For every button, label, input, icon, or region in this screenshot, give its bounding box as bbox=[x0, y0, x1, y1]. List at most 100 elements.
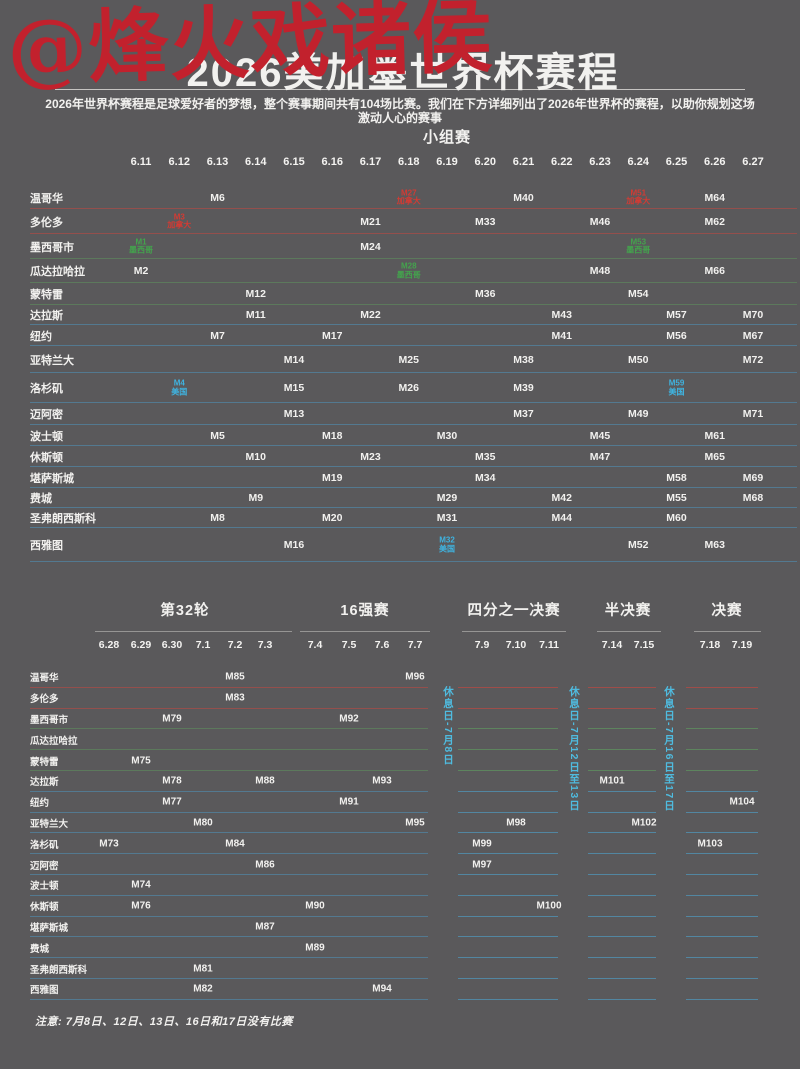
match-label: M82 bbox=[193, 983, 213, 995]
row-separator-line bbox=[30, 527, 797, 528]
host-country-tag: 美国 bbox=[668, 387, 685, 396]
match-label: M36 bbox=[475, 288, 496, 300]
city-label: 迈阿密 bbox=[30, 409, 63, 421]
subtitle: 2026年世界杯赛程是足球爱好者的梦想，整个赛事期间共有104场比赛。我们在下方… bbox=[45, 97, 755, 125]
match-label: M69 bbox=[742, 471, 764, 484]
match-label: M75 bbox=[131, 755, 151, 767]
round-row-line bbox=[458, 936, 558, 938]
knockout-row: 多伦多 M83 bbox=[0, 688, 800, 709]
city-label: 费城 bbox=[30, 493, 52, 505]
row-separator-line bbox=[30, 915, 428, 917]
row-separator-line bbox=[30, 707, 428, 709]
row-separator-line bbox=[30, 853, 428, 855]
knockout-date-label: 7.18 bbox=[699, 639, 721, 651]
round-row-line bbox=[458, 811, 558, 813]
knockout-date-label: 7.6 bbox=[374, 639, 390, 651]
match-label: M13 bbox=[283, 408, 305, 420]
row-separator-line bbox=[30, 345, 797, 346]
group-row: 多伦多 M3 加拿大 M21 M33 M46 M62 bbox=[0, 209, 800, 234]
city-label: 圣弗朗西斯科 bbox=[30, 513, 96, 525]
group-date-label: 6.11 bbox=[130, 156, 152, 168]
round-row-line bbox=[458, 686, 558, 688]
match-label: M79 bbox=[162, 713, 182, 725]
match-label: M88 bbox=[255, 775, 275, 787]
knockout-row: 达拉斯 M78 M88 M93 M101 bbox=[0, 771, 800, 792]
match-label: M72 bbox=[742, 353, 764, 366]
row-separator-line bbox=[30, 873, 428, 875]
group-row: 墨西哥市 M1 墨西哥 M24 M53 墨西哥 bbox=[0, 234, 800, 259]
group-row: 西雅图 M16 M32 美国 M52 M63 bbox=[0, 528, 800, 562]
round-row-line bbox=[686, 728, 758, 730]
group-row: 亚特兰大 M14 M25 M38 M50 M72 bbox=[0, 346, 800, 373]
group-row: 达拉斯 M11 M22 M43 M57 M70 bbox=[0, 305, 800, 325]
city-label: 休斯顿 bbox=[30, 902, 59, 914]
group-date-label: 6.15 bbox=[283, 156, 305, 168]
row-separator-line bbox=[30, 445, 797, 446]
match-label-host: M27 加拿大 bbox=[397, 188, 421, 206]
section-underline bbox=[300, 631, 430, 632]
match-label: M43 bbox=[551, 309, 572, 321]
round-row-line bbox=[686, 873, 758, 875]
group-date-label: 6.12 bbox=[168, 156, 190, 168]
match-label: M102 bbox=[631, 817, 657, 829]
match-label: M49 bbox=[628, 408, 649, 420]
group-date-label: 6.24 bbox=[627, 156, 649, 168]
round-row-line bbox=[458, 707, 558, 709]
match-label: M9 bbox=[248, 492, 264, 504]
row-separator-line bbox=[30, 749, 428, 751]
match-label-host: M28 墨西哥 bbox=[397, 262, 421, 280]
city-label: 费城 bbox=[30, 943, 50, 955]
match-label: M80 bbox=[193, 817, 213, 829]
match-label: M10 bbox=[245, 450, 266, 463]
match-label: M2 bbox=[133, 265, 149, 277]
match-label: M62 bbox=[704, 215, 725, 228]
match-label: M61 bbox=[704, 429, 725, 442]
match-number: M3 bbox=[173, 212, 185, 221]
city-label: 瓜达拉哈拉 bbox=[30, 266, 85, 278]
city-label: 多伦多 bbox=[30, 694, 59, 706]
knockout-date-label: 6.29 bbox=[130, 639, 152, 651]
match-label: M37 bbox=[513, 408, 534, 420]
row-separator-line bbox=[30, 282, 797, 283]
round-row-line bbox=[686, 686, 758, 688]
group-row: 温哥华 M6 M27 加拿大 M40 M51 加拿大 M64 bbox=[0, 186, 800, 209]
match-label: M68 bbox=[742, 492, 764, 504]
match-label: M7 bbox=[210, 329, 225, 342]
match-label: M91 bbox=[339, 796, 359, 808]
match-label: M8 bbox=[210, 512, 225, 524]
match-label: M74 bbox=[131, 879, 151, 891]
page-title: 2026美加墨世界杯赛程 bbox=[186, 51, 620, 95]
match-label: M104 bbox=[729, 796, 755, 808]
knockout-row: 迈阿密 M86 M97 bbox=[0, 854, 800, 875]
match-label: M16 bbox=[283, 539, 305, 551]
knockout-date-label: 7.4 bbox=[307, 639, 323, 651]
city-label: 温哥华 bbox=[30, 673, 59, 685]
row-separator-line bbox=[30, 998, 428, 1000]
group-date-label: 6.23 bbox=[589, 156, 611, 168]
group-date-label: 6.14 bbox=[245, 156, 267, 168]
match-label: M89 bbox=[305, 942, 325, 954]
knockout-row: 亚特兰大 M80 M95 M98 M102 bbox=[0, 813, 800, 834]
title-underline bbox=[55, 89, 745, 90]
knockout-row: 蒙特雷 M75 bbox=[0, 750, 800, 771]
match-label-host: M32 美国 bbox=[439, 536, 455, 554]
knockout-date-label: 7.1 bbox=[195, 639, 211, 651]
section-title: 第32轮 bbox=[160, 603, 210, 619]
match-label: M101 bbox=[599, 775, 625, 787]
group-row: 圣弗朗西斯科 M8 M20 M31 M44 M60 bbox=[0, 508, 800, 528]
section-title: 四分之一决赛 bbox=[467, 603, 561, 619]
match-label: M63 bbox=[704, 539, 725, 551]
round-row-line bbox=[458, 790, 558, 792]
city-label: 蒙特雷 bbox=[30, 756, 59, 768]
watermark: @烽火戏诸侯 bbox=[6, 0, 495, 96]
round-row-line bbox=[686, 832, 758, 834]
row-separator-line bbox=[30, 507, 797, 508]
city-label: 瓜达拉哈拉 bbox=[30, 735, 78, 747]
section-title: 16强赛 bbox=[340, 603, 390, 619]
match-label: M77 bbox=[162, 796, 182, 808]
knockout-row: 温哥华 M85 M96 bbox=[0, 667, 800, 688]
city-label: 堪萨斯城 bbox=[30, 472, 74, 485]
group-date-label: 6.22 bbox=[551, 156, 573, 168]
round-row-line bbox=[686, 811, 758, 813]
